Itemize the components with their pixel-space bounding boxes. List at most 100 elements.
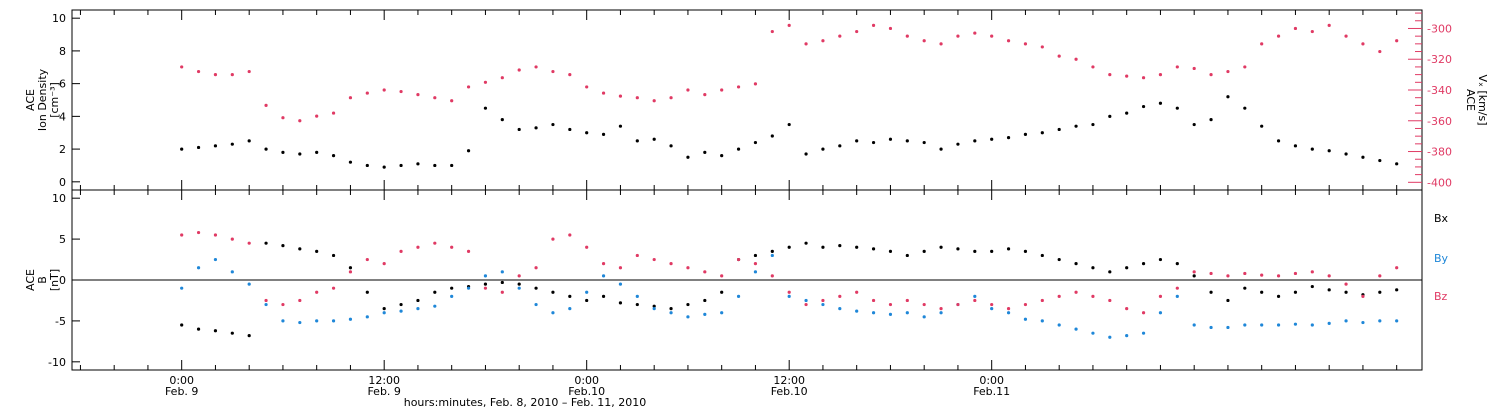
density-axis-label-line2: Ion Density xyxy=(36,68,49,131)
bx-point xyxy=(281,244,285,248)
bx-point xyxy=(753,253,758,258)
density-point xyxy=(1023,132,1028,136)
velocity-point xyxy=(1023,42,1028,46)
velocity-point xyxy=(1125,74,1129,78)
velocity-point xyxy=(382,88,386,92)
bz-point xyxy=(466,249,471,253)
bx-point xyxy=(500,280,504,285)
bx-point xyxy=(1158,257,1163,262)
velocity-point xyxy=(247,69,251,74)
bz-point xyxy=(1378,274,1382,278)
bz-point xyxy=(871,298,876,303)
by-point xyxy=(551,311,555,315)
bz-point xyxy=(1276,274,1281,278)
bz-point xyxy=(1226,274,1230,278)
density-point xyxy=(686,155,690,159)
velocity-point xyxy=(1091,65,1095,69)
by-point xyxy=(753,270,758,274)
bx-point xyxy=(433,290,437,294)
bz-point xyxy=(1023,302,1028,307)
velocity-point xyxy=(585,85,589,89)
bx-point xyxy=(787,245,791,249)
velocity-point xyxy=(669,96,673,100)
velocity-point xyxy=(331,111,336,115)
by-point xyxy=(1125,334,1129,338)
bx-point xyxy=(1192,274,1196,278)
velocity-point xyxy=(703,93,707,97)
by-point xyxy=(1040,319,1044,323)
by-point xyxy=(1243,323,1247,327)
bz-point xyxy=(534,266,538,270)
density-point xyxy=(753,140,758,145)
bx-point xyxy=(1023,249,1028,253)
x-tick-date-label: Feb. 9 xyxy=(165,385,198,398)
bz-point xyxy=(1074,290,1078,294)
by-point xyxy=(416,307,420,311)
density-point xyxy=(1040,131,1044,135)
bx-point xyxy=(669,307,673,311)
by-point xyxy=(1226,325,1230,330)
bz-point xyxy=(703,270,707,274)
field-tick-label: -10 xyxy=(48,356,66,369)
bz-point xyxy=(264,298,268,303)
by-point xyxy=(365,315,369,319)
bz-point xyxy=(618,266,623,270)
bz-point xyxy=(1141,311,1146,315)
by-point xyxy=(939,311,943,315)
bx-point xyxy=(1327,288,1331,292)
velocity-point xyxy=(1209,73,1213,77)
density-point xyxy=(382,165,386,169)
by-point xyxy=(466,286,471,290)
bx-point xyxy=(1175,262,1179,266)
by-point xyxy=(922,315,926,319)
bx-point xyxy=(180,323,184,327)
by-point xyxy=(264,302,268,307)
velocity-point xyxy=(433,96,437,100)
bz-point xyxy=(652,257,656,262)
density-point xyxy=(1091,122,1095,127)
by-point xyxy=(213,257,218,262)
velocity-point xyxy=(1361,42,1365,46)
bz-point xyxy=(1108,298,1112,303)
by-point xyxy=(1158,311,1163,315)
by-point xyxy=(180,286,184,290)
velocity-tick-label: -320 xyxy=(1427,53,1452,66)
bx-point xyxy=(534,286,538,290)
x-tick-date-label: Feb.11 xyxy=(973,385,1010,398)
bx-point xyxy=(213,329,218,333)
bx-point xyxy=(1395,288,1399,292)
velocity-point xyxy=(804,42,808,46)
velocity-point xyxy=(770,29,774,34)
bz-point xyxy=(1361,294,1365,298)
bx-point xyxy=(1310,284,1314,289)
velocity-point xyxy=(348,96,353,100)
bz-point xyxy=(416,245,420,249)
velocity-point xyxy=(298,119,302,123)
bz-point xyxy=(281,302,285,307)
density-point xyxy=(821,147,825,151)
bz-point xyxy=(1310,270,1314,274)
density-point xyxy=(450,163,454,168)
bx-point xyxy=(956,247,960,251)
bx-point xyxy=(382,307,386,311)
bz-point xyxy=(331,286,336,290)
x-tick-time-label: 0:00 xyxy=(574,374,599,387)
bz-point xyxy=(855,290,859,294)
x-tick-date-label: Feb.10 xyxy=(568,385,605,398)
velocity-point xyxy=(281,116,285,120)
by-point xyxy=(1361,320,1365,325)
bz-point xyxy=(1327,274,1331,278)
velocity-point xyxy=(551,69,555,74)
density-tick-label: 10 xyxy=(52,12,66,25)
by-point xyxy=(787,294,791,298)
density-point xyxy=(264,147,268,151)
bz-point xyxy=(568,233,572,237)
bz-point xyxy=(888,302,893,307)
density-point xyxy=(1243,106,1247,110)
velocity-point xyxy=(1074,57,1078,61)
bz-point xyxy=(585,245,589,249)
velocity-point xyxy=(838,34,842,38)
bz-point xyxy=(1293,271,1298,276)
density-velocity-panel: 0 2 4 6 8 10 -300 -320 -340 -360 -380 -400 ACE Ion… xyxy=(24,9,1489,191)
velocity-point xyxy=(1141,76,1146,80)
